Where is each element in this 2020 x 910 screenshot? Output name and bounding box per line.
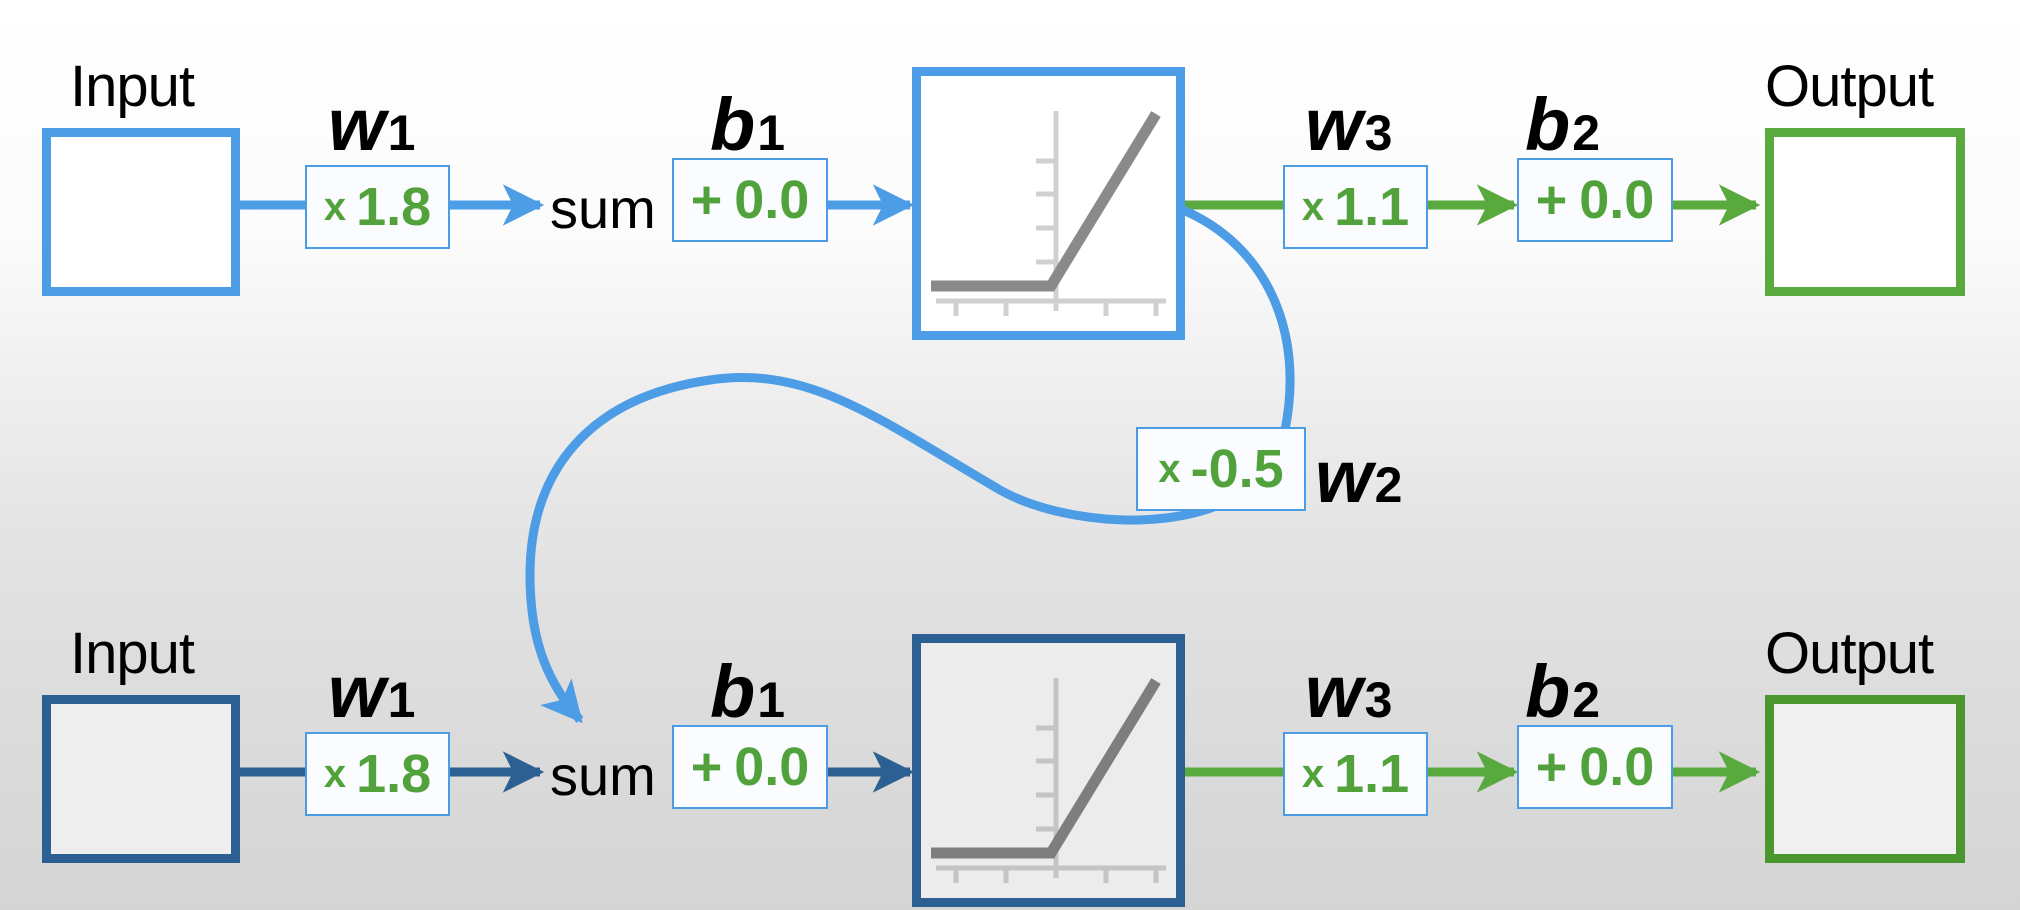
w2-label: w2 bbox=[1315, 440, 1402, 514]
top-b1-op: + bbox=[690, 170, 723, 230]
bottom-w3-symbol: w bbox=[1305, 650, 1363, 733]
top-b2-subscript: 2 bbox=[1572, 105, 1601, 161]
bottom-input-label: Input bbox=[70, 621, 195, 686]
bottom-b1-subscript: 1 bbox=[757, 672, 786, 728]
bottom-w1-value: 1.8 bbox=[356, 744, 432, 804]
top-b2-value-box: +0.0 bbox=[1517, 158, 1673, 242]
bottom-w1-value-box: x 1.8 bbox=[305, 732, 450, 816]
bottom-w3-subscript: 3 bbox=[1364, 672, 1393, 728]
recurrent-loop-wire bbox=[525, 205, 1295, 724]
bottom-b2-value-box: +0.0 bbox=[1517, 725, 1673, 809]
bottom-b1-value-box: +0.0 bbox=[672, 725, 828, 809]
bottom-output-label: Output bbox=[1765, 621, 1934, 686]
top-input-node bbox=[42, 128, 240, 296]
top-b2-label: b2 bbox=[1525, 88, 1600, 162]
top-w1-value: 1.8 bbox=[356, 177, 432, 237]
bottom-b2-subscript: 2 bbox=[1572, 672, 1601, 728]
relu-graph-icon bbox=[931, 111, 1166, 316]
bottom-b2-label: b2 bbox=[1525, 655, 1600, 729]
top-w1-value-box: x 1.8 bbox=[305, 165, 450, 249]
top-b1-symbol: b bbox=[710, 83, 756, 166]
top-output-node bbox=[1765, 128, 1965, 296]
bottom-b2-symbol: b bbox=[1525, 650, 1571, 733]
bottom-w1-op: x bbox=[323, 751, 347, 796]
top-w1-op: x bbox=[323, 184, 347, 229]
bottom-w3-label: w3 bbox=[1305, 655, 1392, 729]
bottom-b2-op: + bbox=[1535, 737, 1568, 797]
bottom-w1-symbol: w bbox=[328, 650, 386, 733]
top-w3-subscript: 3 bbox=[1364, 105, 1393, 161]
w2-op: x bbox=[1158, 446, 1181, 491]
bottom-sum-label: sum bbox=[550, 744, 656, 807]
top-output-label: Output bbox=[1765, 54, 1934, 119]
top-b1-value-box: +0.0 bbox=[672, 158, 828, 242]
top-b1-value: 0.0 bbox=[734, 170, 810, 230]
w2-value-box: x -0.5 bbox=[1136, 427, 1306, 511]
top-b2-value: 0.0 bbox=[1579, 170, 1655, 230]
bottom-w1-label: w1 bbox=[328, 655, 415, 729]
top-input-label: Input bbox=[70, 54, 195, 119]
w2-symbol: w bbox=[1315, 435, 1373, 518]
bottom-w3-value-box: x 1.1 bbox=[1283, 732, 1428, 816]
top-w1-label: w1 bbox=[328, 88, 415, 162]
bottom-w1-subscript: 1 bbox=[387, 672, 416, 728]
bottom-b1-symbol: b bbox=[710, 650, 756, 733]
top-b2-symbol: b bbox=[1525, 83, 1571, 166]
bottom-b1-label: b1 bbox=[710, 655, 785, 729]
top-b2-op: + bbox=[1535, 170, 1568, 230]
bottom-output-node bbox=[1765, 695, 1965, 863]
top-w3-label: w3 bbox=[1305, 88, 1392, 162]
top-relu-activation bbox=[912, 67, 1185, 340]
bottom-input-node bbox=[42, 695, 240, 863]
top-w3-op: x bbox=[1301, 184, 1325, 229]
top-w1-symbol: w bbox=[328, 83, 386, 166]
bottom-b1-value: 0.0 bbox=[734, 737, 810, 797]
top-w3-value-box: x 1.1 bbox=[1283, 165, 1428, 249]
bottom-b2-value: 0.0 bbox=[1579, 737, 1655, 797]
top-sum-label: sum bbox=[550, 177, 656, 240]
top-b1-subscript: 1 bbox=[757, 105, 786, 161]
bottom-w3-op: x bbox=[1301, 751, 1325, 796]
top-w3-value: 1.1 bbox=[1334, 177, 1410, 237]
top-w1-subscript: 1 bbox=[387, 105, 416, 161]
top-w3-symbol: w bbox=[1305, 83, 1363, 166]
bottom-relu-activation bbox=[912, 634, 1185, 907]
top-b1-label: b1 bbox=[710, 88, 785, 162]
bottom-w3-value: 1.1 bbox=[1334, 744, 1410, 804]
w2-value: -0.5 bbox=[1190, 439, 1284, 499]
bottom-b1-op: + bbox=[690, 737, 723, 797]
w2-subscript: 2 bbox=[1374, 457, 1403, 513]
relu-graph-icon bbox=[931, 678, 1166, 883]
